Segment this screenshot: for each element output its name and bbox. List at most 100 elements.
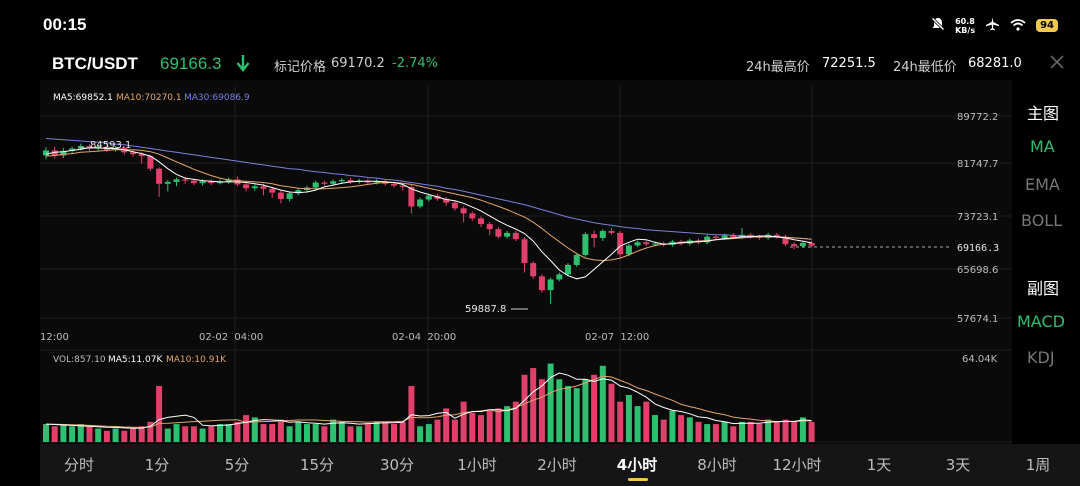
volume-bar — [312, 424, 319, 442]
candles — [43, 143, 815, 305]
ma-lines — [45, 138, 812, 280]
candle — [295, 190, 302, 194]
tab-interval[interactable]: 2小时 — [537, 456, 577, 474]
low-marker: 59887.8 — [465, 304, 506, 315]
volume-bar — [408, 385, 415, 442]
kline-chart[interactable]: 69166.3 84593.1 59887.8 MA5:69852.1 MA10… — [0, 0, 1012, 444]
candle — [521, 239, 528, 264]
volume-bar — [469, 412, 476, 442]
volume-bar — [739, 421, 745, 442]
volume-bar — [730, 426, 737, 442]
active-tab-indicator — [628, 478, 648, 481]
volume-bar — [538, 379, 545, 442]
candle — [573, 254, 580, 265]
candle — [391, 183, 397, 186]
trading-pair[interactable]: BTC/USDT — [52, 54, 138, 73]
tab-interval[interactable]: 1周 — [1025, 456, 1051, 474]
volume-bar — [295, 421, 302, 442]
tab-interval[interactable]: 1分 — [144, 456, 170, 474]
tab-interval[interactable]: 3天 — [945, 456, 971, 474]
candle — [625, 245, 632, 255]
tab-interval-active[interactable]: 4小时 — [616, 456, 658, 474]
price-axis-label: 81747.7 — [957, 159, 998, 170]
indicator-kdj[interactable]: KDJ — [1027, 348, 1055, 367]
volume-ma-lines — [45, 372, 812, 429]
volume-bar — [451, 419, 458, 442]
tab-interval[interactable]: 30分 — [379, 456, 415, 474]
tab-interval[interactable]: 分时 — [63, 456, 95, 474]
candle — [799, 242, 806, 247]
candle — [225, 179, 232, 182]
candle — [451, 202, 458, 209]
indicator-ema[interactable]: EMA — [1025, 175, 1060, 194]
candle — [608, 230, 615, 233]
legend-ma10: MA10:70270.1 — [116, 93, 182, 103]
price-axis-label: 57674.1 — [957, 314, 998, 325]
battery-indicator: 94 — [1036, 19, 1058, 32]
volume-bar — [43, 424, 49, 442]
tab-interval[interactable]: 1天 — [866, 456, 892, 474]
volume-bar — [391, 424, 397, 442]
current-price-tag: 69166.3 — [957, 243, 999, 254]
volume-bar — [286, 426, 293, 442]
low-24h-value: 68281.0 — [968, 56, 1022, 71]
grid — [40, 86, 1012, 443]
tab-interval[interactable]: 8小时 — [697, 456, 737, 474]
status-icons: 60.8 KB/s 94 — [931, 16, 1058, 35]
low-24h-label: 24h最低价 — [893, 60, 957, 75]
candle — [347, 180, 354, 182]
volume-bar — [338, 421, 345, 442]
close-icon[interactable] — [1050, 54, 1064, 73]
vol-ma5-line — [45, 372, 812, 429]
status-time: 00:15 — [43, 15, 87, 34]
volume-bar — [77, 424, 84, 442]
candle — [504, 232, 511, 237]
candle — [495, 229, 502, 237]
candle — [251, 186, 258, 189]
volume-bar — [591, 374, 598, 442]
price-change: -2.74% — [392, 56, 438, 71]
candle — [312, 182, 319, 188]
volume-bar — [782, 419, 789, 442]
tab-interval[interactable]: 1小时 — [457, 456, 497, 474]
volume-bar — [69, 426, 76, 442]
price-axis-label: 73723.1 — [957, 212, 998, 223]
volume-bar — [495, 408, 502, 442]
tab-interval[interactable]: 12小时 — [772, 456, 822, 474]
candle — [634, 242, 641, 246]
indicator-ma[interactable]: MA — [1030, 137, 1055, 156]
tab-interval[interactable]: 15分 — [299, 456, 335, 474]
main-chart-title: 主图 — [1027, 104, 1060, 123]
candle — [591, 234, 598, 238]
ma5-line — [45, 147, 812, 280]
volume-bar — [417, 426, 424, 442]
mute-icon — [931, 16, 945, 35]
volume-bar — [373, 421, 380, 442]
arrow-down-icon — [236, 54, 250, 76]
volume-bar — [425, 424, 432, 442]
candle — [704, 236, 711, 243]
candle — [43, 150, 49, 156]
candle — [190, 180, 197, 184]
candle — [269, 188, 276, 193]
candle — [208, 181, 215, 184]
indicator-boll[interactable]: BOLL — [1021, 211, 1063, 230]
volume-bars — [43, 363, 815, 442]
volume-bar — [756, 424, 763, 442]
volume-bar — [504, 406, 511, 442]
volume-bar — [608, 383, 615, 442]
candle — [373, 181, 380, 183]
high-24h-label: 24h最高价 — [746, 60, 810, 75]
candle — [730, 235, 737, 238]
candle — [773, 234, 780, 237]
volume-bar — [547, 363, 554, 442]
indicator-macd[interactable]: MACD — [1017, 312, 1065, 331]
tab-interval[interactable]: 5分 — [224, 456, 250, 474]
volume-bar — [660, 419, 667, 442]
volume-bar — [130, 428, 136, 442]
volume-bar — [460, 401, 467, 442]
candle — [791, 244, 798, 247]
volume-bar — [164, 428, 171, 442]
candle — [217, 181, 223, 184]
volume-bar — [617, 401, 624, 442]
